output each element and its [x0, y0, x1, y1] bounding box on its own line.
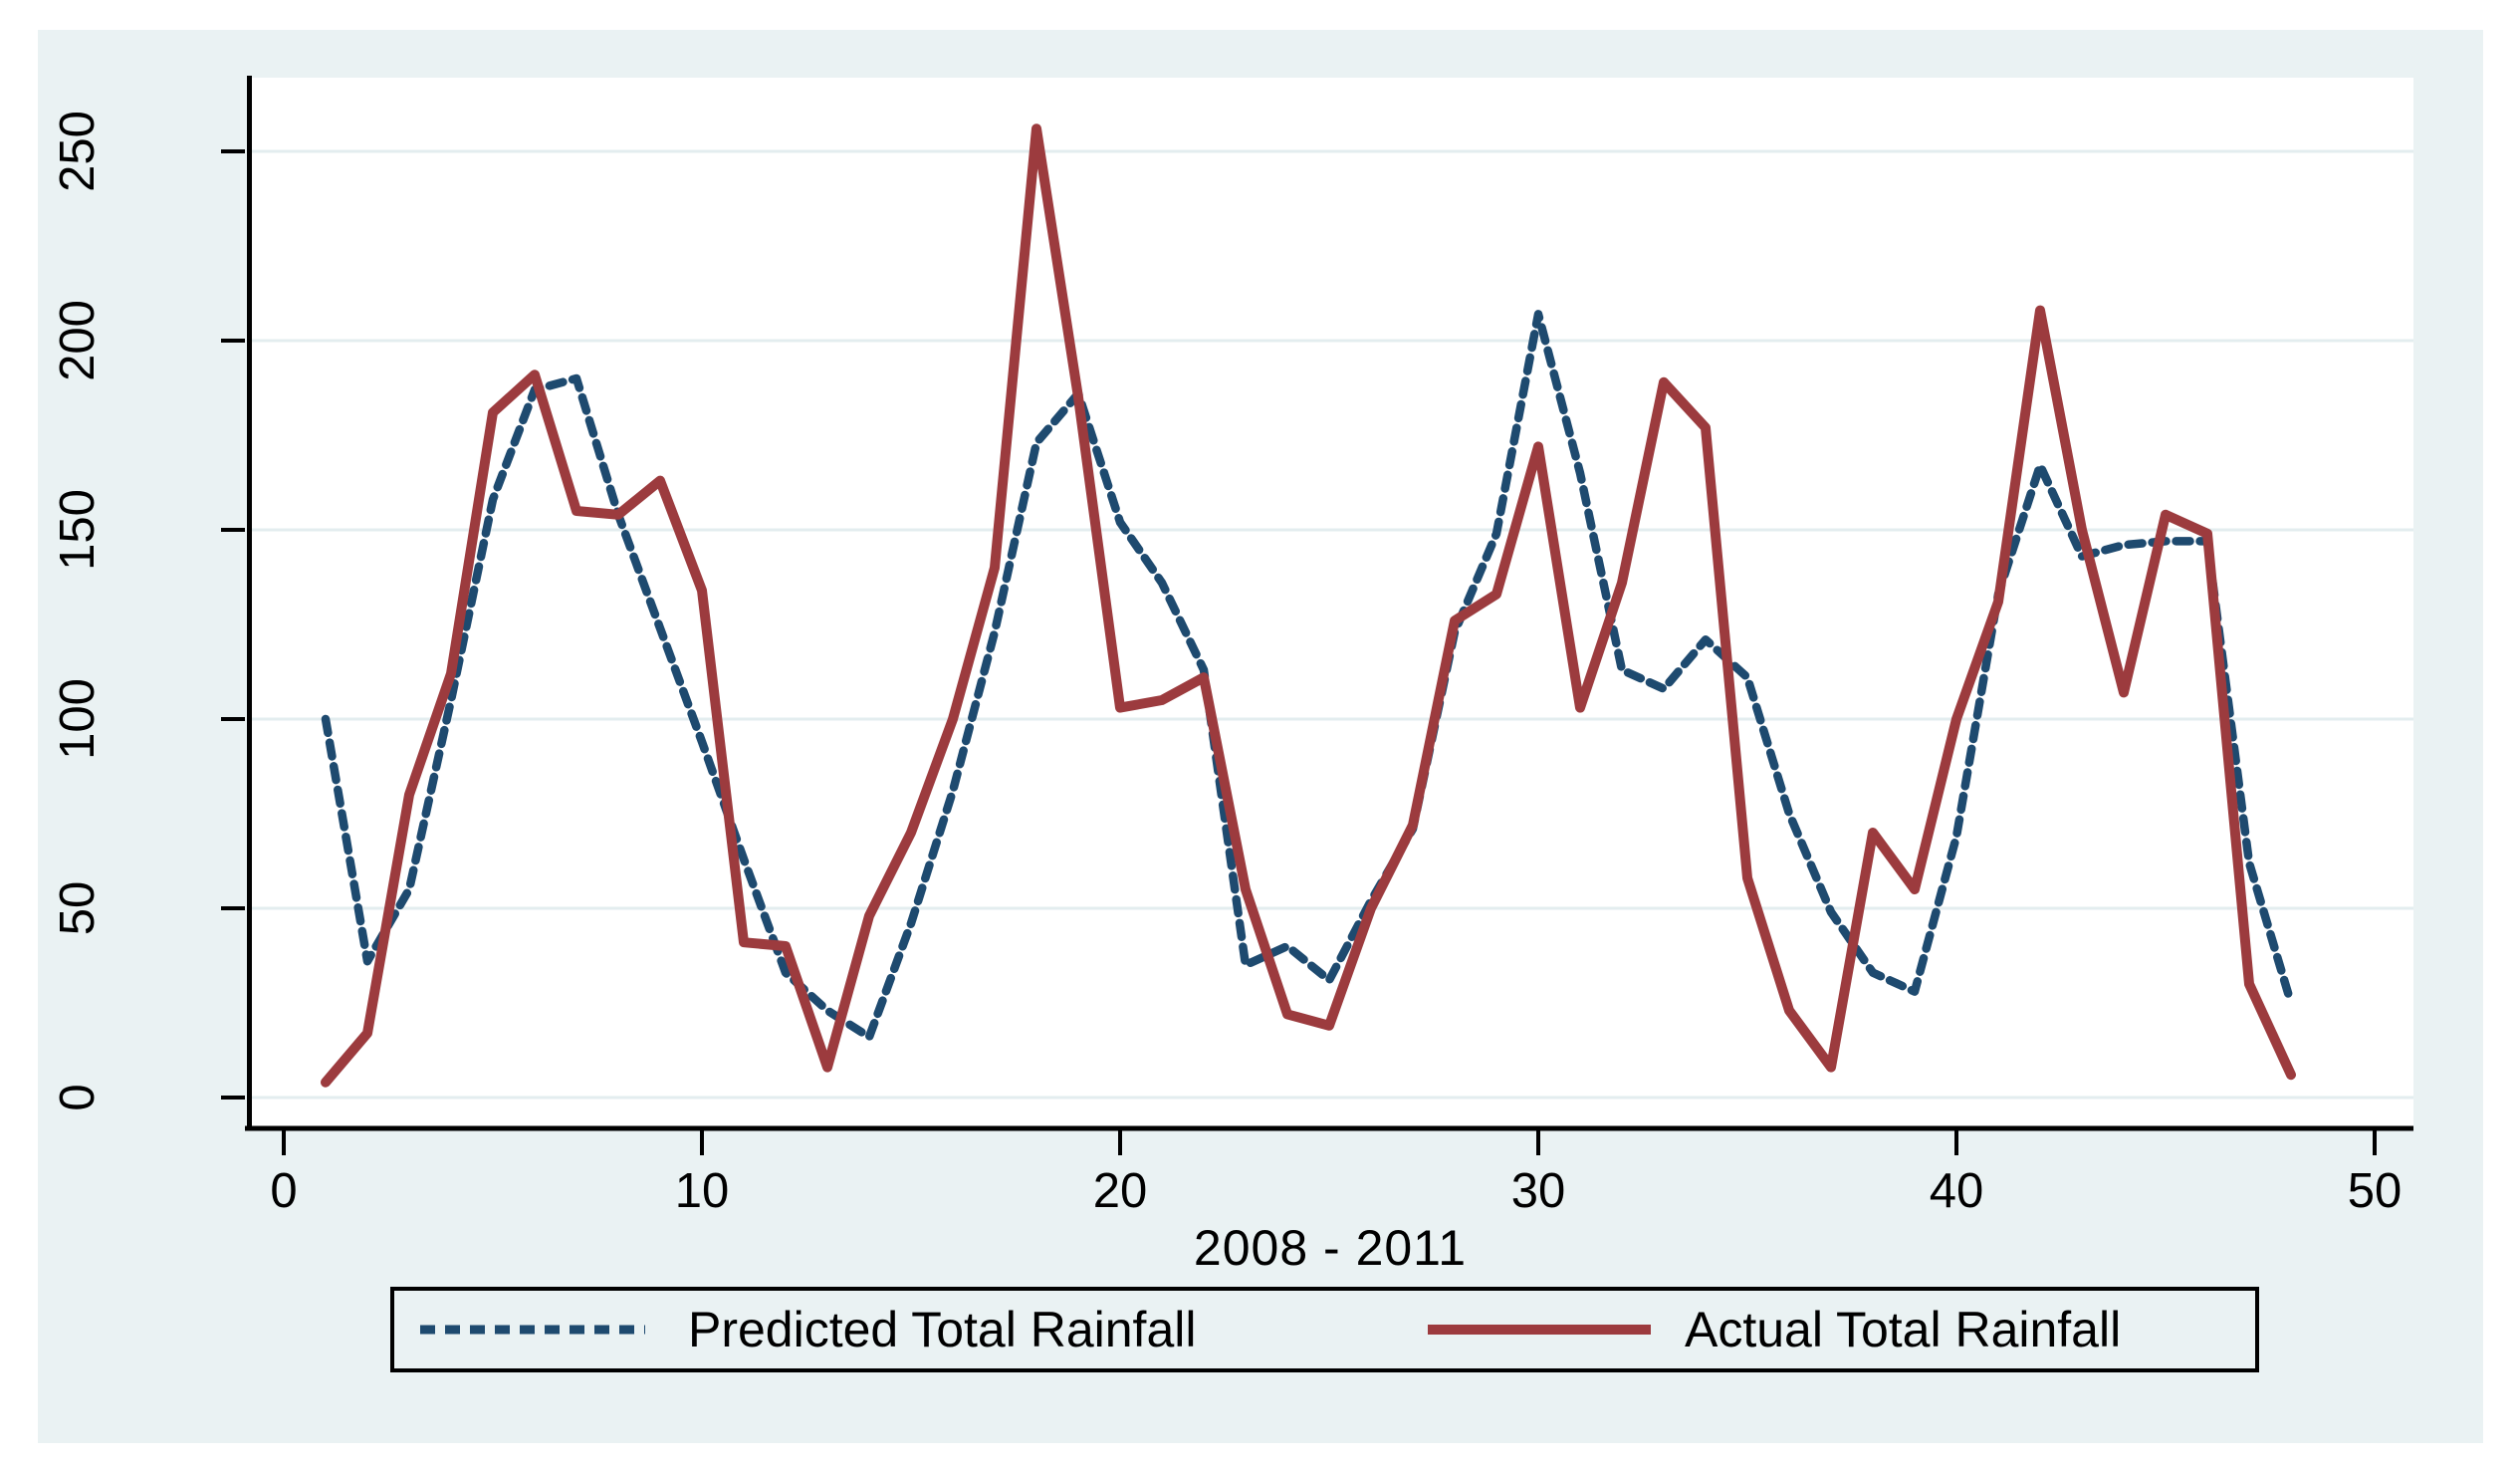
- x-tick-label-10: 10: [675, 1164, 730, 1218]
- legend-solid-line-sample: [1428, 1325, 1651, 1335]
- y-tick-label-150: 150: [51, 489, 105, 571]
- y-tick-label-200: 200: [51, 300, 105, 381]
- y-tick-label-50: 50: [51, 881, 105, 936]
- x-tick-label-50: 50: [2348, 1164, 2403, 1218]
- y-tick-label-100: 100: [51, 678, 105, 760]
- x-tick-label-40: 40: [1930, 1164, 1984, 1218]
- legend: Predicted Total Rainfall Actual Total Ra…: [390, 1287, 2259, 1372]
- y-tick-label-250: 250: [51, 111, 105, 192]
- x-tick-label-30: 30: [1511, 1164, 1566, 1218]
- legend-label-predicted: Predicted Total Rainfall: [688, 1302, 1197, 1357]
- series-line-predicted: [321, 310, 2296, 1042]
- x-tick-label-0: 0: [270, 1164, 297, 1218]
- x-tick-label-20: 20: [1093, 1164, 1148, 1218]
- x-axis-title: 2008 - 2011: [1193, 1220, 1468, 1276]
- plot-area: [247, 78, 2413, 1128]
- legend-dashed-line-sample: [420, 1325, 645, 1335]
- legend-label-actual: Actual Total Rainfall: [1685, 1302, 2122, 1357]
- y-tick-label-0: 0: [51, 1084, 105, 1110]
- series-line-actual: [321, 123, 2296, 1088]
